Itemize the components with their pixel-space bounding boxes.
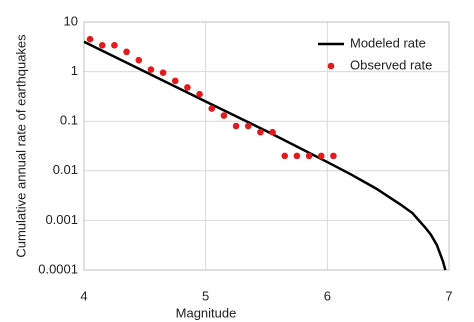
x-tick-label: 7 — [445, 288, 452, 303]
plot-frame — [83, 21, 450, 271]
x-tick-label: 4 — [80, 288, 87, 303]
observed-point — [111, 41, 118, 49]
x-tick-label: 5 — [202, 288, 209, 303]
observed-point — [269, 128, 276, 136]
y-axis-label: Cumulative annual rate of earthquakes — [13, 34, 28, 258]
observed-point — [171, 77, 179, 85]
x-tick-label: 6 — [324, 288, 331, 303]
observed-point — [232, 122, 240, 130]
observed-point — [244, 122, 252, 130]
observed-point — [86, 35, 94, 43]
observed-point — [208, 105, 216, 112]
y-tick-label: 10 — [64, 13, 78, 28]
legend-label: Modeled rate — [350, 35, 426, 50]
observed-point — [330, 152, 337, 160]
observed-point — [317, 152, 325, 160]
y-tick-label: 0.1 — [60, 113, 78, 128]
legend-label: Observed rate — [350, 57, 432, 72]
observed-point — [305, 152, 313, 160]
observed-point — [147, 66, 155, 73]
legend-swatch — [327, 62, 335, 70]
observed-point — [196, 90, 203, 98]
observed-point — [159, 69, 167, 77]
observed-point — [220, 112, 228, 119]
y-tick-label: 0.01 — [53, 162, 78, 177]
observed-point — [135, 56, 143, 64]
observed-point — [281, 152, 289, 160]
observed-point — [123, 48, 130, 56]
observed-point — [184, 84, 191, 91]
y-tick-label: 1 — [71, 63, 78, 78]
observed-point — [98, 41, 106, 49]
x-axis-label: Magnitude — [176, 305, 237, 320]
observed-point — [257, 128, 264, 136]
modeled-line — [83, 40, 447, 271]
observed-point — [293, 152, 301, 160]
y-tick-label: 0.001 — [45, 212, 78, 227]
y-tick-label: 0.0001 — [38, 261, 78, 276]
